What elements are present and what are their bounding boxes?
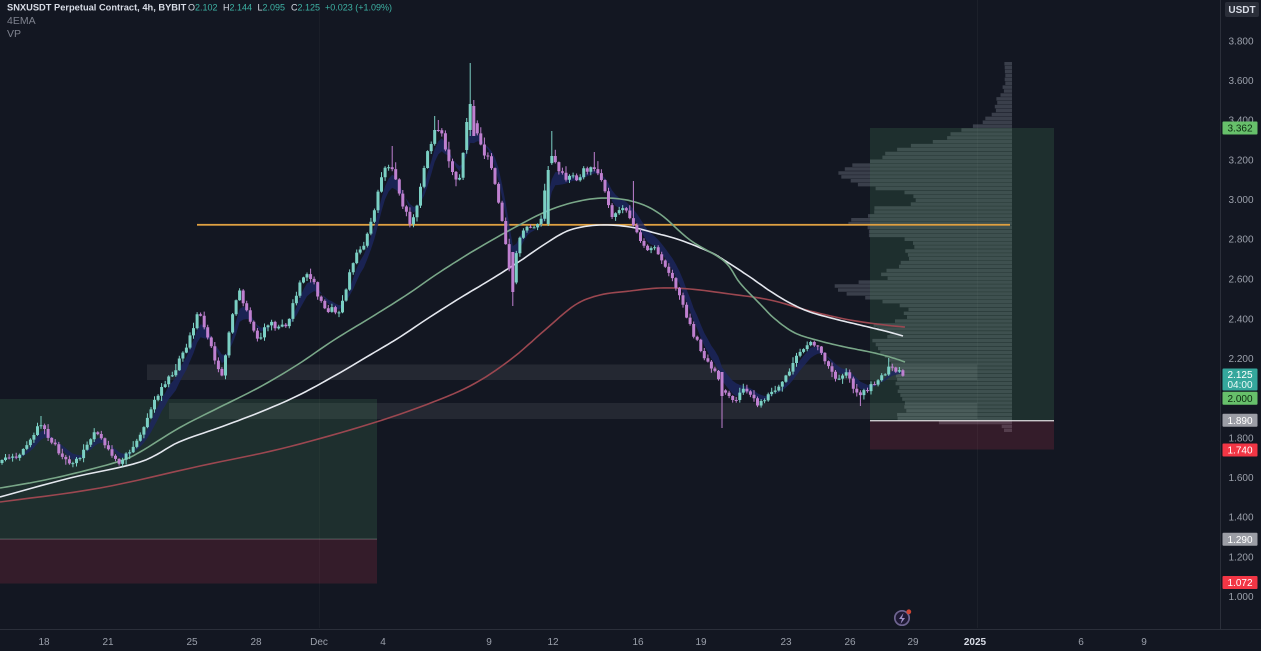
svg-text:2.600: 2.600 [1228,275,1253,286]
svg-text:Dec: Dec [310,637,328,648]
svg-text:3.000: 3.000 [1228,195,1253,206]
svg-text:2.125: 2.125 [1227,370,1252,381]
svg-text:04:00: 04:00 [1227,380,1252,391]
svg-text:4: 4 [380,637,386,648]
svg-text:9: 9 [1141,637,1147,648]
svg-text:2.000: 2.000 [1227,394,1252,405]
svg-text:3.800: 3.800 [1228,37,1253,48]
svg-text:26: 26 [844,637,856,648]
svg-text:1.290: 1.290 [1227,535,1252,546]
svg-text:3.400: 3.400 [1228,116,1253,127]
svg-text:6: 6 [1078,637,1084,648]
svg-text:SNXUSDT Perpetual Contract, 4h: SNXUSDT Perpetual Contract, 4h, BYBIT [7,3,187,13]
svg-text:1.890: 1.890 [1227,416,1252,427]
svg-text:3.362: 3.362 [1227,124,1252,135]
svg-text:18: 18 [38,637,50,648]
svg-text:1.400: 1.400 [1228,513,1253,524]
svg-text:1.740: 1.740 [1227,446,1252,457]
svg-text:3.600: 3.600 [1228,76,1253,87]
svg-text:2025: 2025 [964,637,987,648]
svg-text:VP: VP [7,28,21,40]
svg-text:25: 25 [186,637,198,648]
svg-text:H2.144: H2.144 [223,3,252,13]
svg-text:1.600: 1.600 [1228,473,1253,484]
svg-text:23: 23 [780,637,792,648]
svg-text:O2.102: O2.102 [188,3,218,13]
svg-text:19: 19 [695,637,707,648]
svg-text:4EMA: 4EMA [7,15,36,27]
svg-text:1.200: 1.200 [1228,553,1253,564]
svg-text:+0.023 (+1.09%): +0.023 (+1.09%) [325,3,392,13]
svg-text:2.800: 2.800 [1228,235,1253,246]
svg-text:1.000: 1.000 [1228,592,1253,603]
svg-text:9: 9 [486,637,492,648]
svg-text:C2.125: C2.125 [291,3,320,13]
svg-text:2.400: 2.400 [1228,315,1253,326]
svg-text:USDT: USDT [1228,5,1255,16]
svg-text:3.200: 3.200 [1228,156,1253,167]
svg-text:29: 29 [907,637,919,648]
svg-text:L2.095: L2.095 [258,3,286,13]
svg-text:16: 16 [632,637,644,648]
svg-text:2.200: 2.200 [1228,354,1253,365]
svg-text:1.072: 1.072 [1227,578,1252,589]
svg-text:12: 12 [547,637,559,648]
svg-text:28: 28 [250,637,262,648]
svg-text:21: 21 [102,637,114,648]
svg-text:1.800: 1.800 [1228,434,1253,445]
